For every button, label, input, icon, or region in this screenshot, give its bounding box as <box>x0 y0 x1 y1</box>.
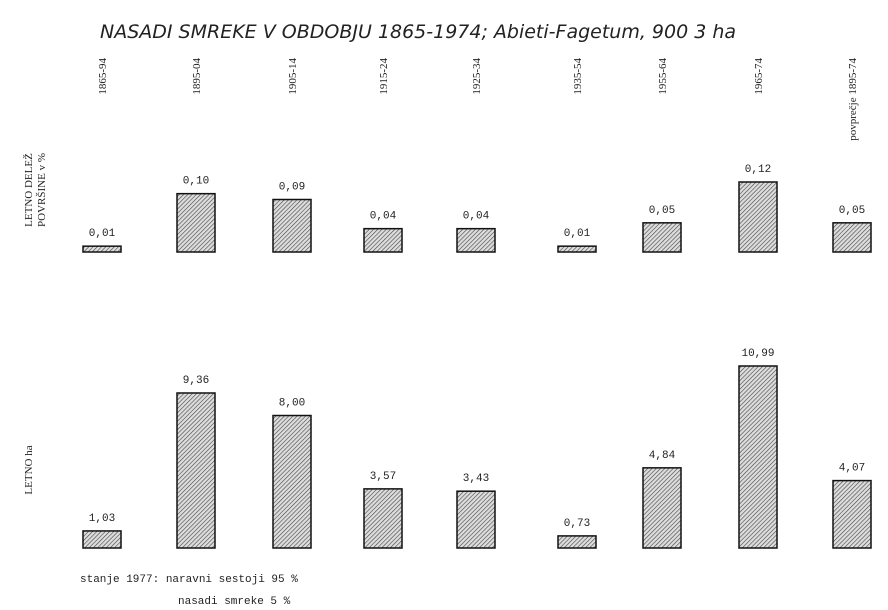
data-label: 0,09 <box>279 182 305 194</box>
chart-title: NASADI SMREKE V OBDOBJU 1865-1974; Abiet… <box>100 21 736 43</box>
bar <box>272 198 312 253</box>
x-tick-label: 1905-14 <box>287 58 299 95</box>
bar <box>456 227 496 253</box>
data-label: 0,73 <box>564 518 590 530</box>
x-tick-label: 1935-54 <box>572 58 584 95</box>
data-label: 10,99 <box>741 348 774 360</box>
note: nasadi smreke 5 % <box>178 596 291 608</box>
x-tick-label: 1925-34 <box>471 58 483 95</box>
bar <box>272 414 312 549</box>
bar <box>456 490 496 549</box>
data-label: 0,01 <box>564 228 591 240</box>
bar <box>176 192 216 253</box>
data-label: 0,10 <box>183 176 209 188</box>
bar <box>557 245 597 253</box>
x-tick-label: 1865-94 <box>97 58 109 95</box>
data-label: 0,04 <box>463 211 490 223</box>
data-label: 0,01 <box>89 228 116 240</box>
x-tick-label: 1915-24 <box>378 58 390 95</box>
bar <box>642 222 682 253</box>
x-tick-label: 1895-04 <box>191 58 203 95</box>
y-axis-label: LETNO DELEŽ <box>23 153 35 227</box>
x-tick-label: 1955-64 <box>657 58 669 95</box>
data-label: 3,57 <box>370 471 396 483</box>
bar <box>557 535 597 549</box>
data-label: 9,36 <box>183 375 209 387</box>
bar <box>738 365 778 549</box>
x-tick-label: 1965-74 <box>753 58 765 95</box>
bar <box>176 392 216 549</box>
bar <box>82 530 122 549</box>
data-label: 8,00 <box>279 398 305 410</box>
data-label: 4,84 <box>649 450 676 462</box>
bar <box>642 467 682 549</box>
note: stanje 1977: naravni sestoji 95 % <box>80 574 298 586</box>
bar <box>363 488 403 549</box>
data-label: 0,04 <box>370 211 397 223</box>
data-label: 0,12 <box>745 164 771 176</box>
bar <box>832 479 872 549</box>
x-tick-label: povprečje 1895-74 <box>847 58 859 141</box>
data-label: 3,43 <box>463 473 489 485</box>
bar <box>82 245 122 253</box>
bar <box>738 181 778 253</box>
bar <box>832 222 872 253</box>
y-axis-label: POVRŠINE v % <box>36 153 48 227</box>
data-label: 4,07 <box>839 463 865 475</box>
data-label: 1,03 <box>89 513 115 525</box>
bar <box>363 227 403 253</box>
data-label: 0,05 <box>839 205 865 217</box>
data-label: 0,05 <box>649 205 675 217</box>
y-axis-label: LETNO ha <box>23 445 35 494</box>
